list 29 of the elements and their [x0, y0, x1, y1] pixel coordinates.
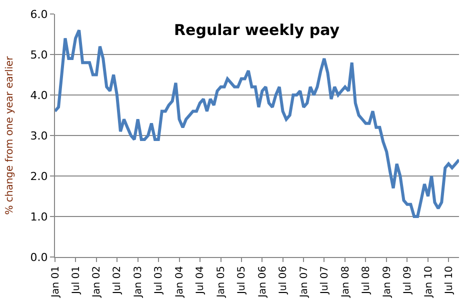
x-tick-label: Jan 01: [50, 266, 62, 298]
x-tick-label: Jan 05: [216, 266, 228, 298]
x-tick-label: Jul 06: [278, 266, 290, 295]
y-tick-label: 0.0: [30, 250, 48, 264]
y-tick-label: 4.0: [30, 88, 48, 102]
x-tick-label: Jul 03: [154, 266, 165, 295]
y-axis-title: % change from one year earlier: [4, 55, 16, 215]
x-tick-label: Jul 05: [236, 266, 248, 295]
y-tick-label: 1.0: [30, 210, 48, 224]
text: Regular weekly pay: [174, 21, 340, 39]
x-tick-label: Jul 09: [402, 266, 414, 295]
y-tick-label: 3.0: [30, 129, 48, 142]
x-tick-label: Jan 08: [340, 266, 352, 298]
x-tick-label: Jan 04: [174, 266, 186, 298]
y-tick-label: 6.0: [30, 8, 48, 21]
x-tick-label: Jan 09: [382, 266, 393, 298]
x-tick-label: Jan 06: [257, 266, 268, 298]
x-tick-label: Jan 10: [423, 266, 434, 298]
x-tick-label: Jul 10: [444, 266, 455, 295]
x-tick-label: Jan 03: [133, 266, 144, 298]
x-tick-label: Jan 02: [92, 266, 103, 298]
x-tick-label: Jul 07: [319, 266, 330, 295]
y-tick-label: 5.0: [30, 48, 48, 62]
x-tick-label: Jul 08: [360, 266, 372, 295]
x-tick-label: Jul 04: [195, 266, 206, 295]
x-tick-label: Jul 02: [112, 266, 124, 295]
x-tick-label: Jul 01: [70, 266, 82, 295]
y-tick-label: 2.0: [30, 170, 48, 183]
x-tick-label: Jan 07: [298, 266, 310, 298]
